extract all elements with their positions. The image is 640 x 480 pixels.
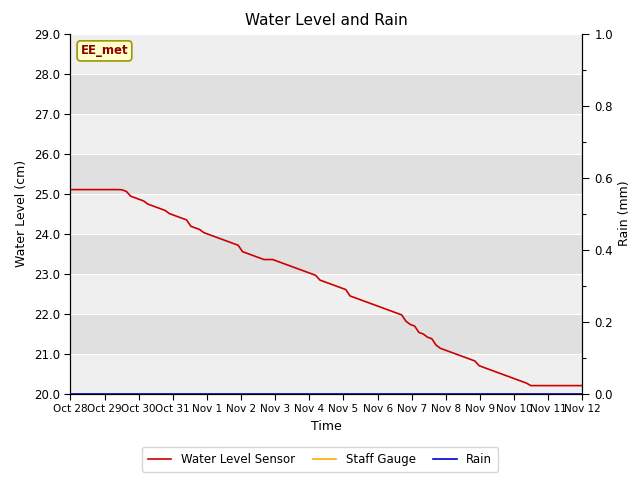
- Rain: [579, 391, 586, 396]
- Bar: [70, 234, 582, 274]
- Bar: [70, 114, 582, 154]
- Bar: [70, 274, 582, 313]
- Bar: [70, 193, 582, 234]
- X-axis label: Time: Time: [311, 420, 342, 432]
- Rain: [174, 391, 182, 396]
- Water Level Sensor: [471, 358, 479, 364]
- Bar: [70, 73, 582, 114]
- Title: Water Level and Rain: Water Level and Rain: [245, 13, 408, 28]
- Text: EE_met: EE_met: [81, 44, 128, 58]
- Bar: [70, 154, 582, 193]
- Rain: [351, 391, 358, 396]
- Water Level Sensor: [174, 214, 182, 220]
- Water Level Sensor: [579, 383, 586, 388]
- Rain: [471, 391, 479, 396]
- Water Level Sensor: [527, 383, 534, 388]
- Rain: [561, 391, 569, 396]
- Water Level Sensor: [566, 383, 573, 388]
- Water Level Sensor: [67, 187, 74, 192]
- Rain: [67, 391, 74, 396]
- Rain: [204, 391, 212, 396]
- Line: Water Level Sensor: Water Level Sensor: [70, 190, 582, 385]
- Rain: [419, 391, 427, 396]
- Water Level Sensor: [419, 331, 427, 337]
- Y-axis label: Water Level (cm): Water Level (cm): [15, 160, 28, 267]
- Water Level Sensor: [351, 295, 358, 300]
- Bar: [70, 354, 582, 394]
- Bar: [70, 313, 582, 354]
- Water Level Sensor: [204, 231, 212, 237]
- Legend: Water Level Sensor, Staff Gauge, Rain: Water Level Sensor, Staff Gauge, Rain: [141, 447, 499, 472]
- Bar: [70, 34, 582, 73]
- Y-axis label: Rain (mm): Rain (mm): [618, 181, 632, 246]
